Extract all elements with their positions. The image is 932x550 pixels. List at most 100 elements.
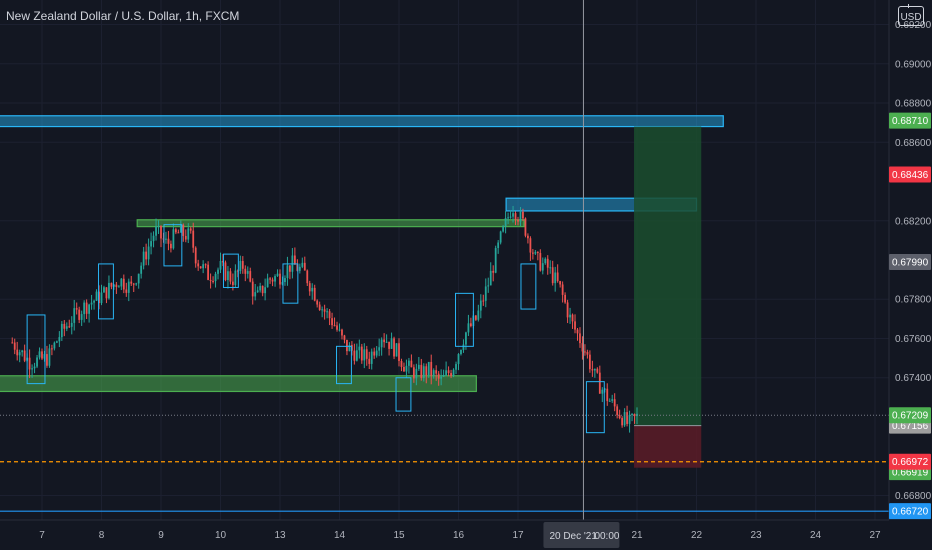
candle-body bbox=[105, 287, 108, 299]
candle-body bbox=[269, 278, 271, 280]
pattern-box[interactable] bbox=[222, 253, 239, 288]
candle-body bbox=[435, 370, 438, 374]
price-tick-label: 0.67800 bbox=[895, 295, 932, 306]
candle-body bbox=[591, 369, 594, 371]
candle-body bbox=[474, 315, 477, 320]
candle-body bbox=[36, 357, 38, 367]
last-price-badge bbox=[889, 407, 931, 424]
candle-body bbox=[522, 211, 524, 219]
candle-body bbox=[527, 235, 529, 239]
candle-body bbox=[70, 322, 73, 327]
candle-body bbox=[167, 238, 170, 244]
candle-body bbox=[554, 272, 557, 284]
candle-body bbox=[160, 225, 162, 239]
candle-body bbox=[398, 343, 400, 361]
pattern-box[interactable] bbox=[336, 345, 352, 385]
candle-body bbox=[504, 218, 507, 227]
price-tick-label: 0.68800 bbox=[895, 99, 932, 110]
candle-body bbox=[628, 414, 631, 424]
pattern-markers[interactable] bbox=[26, 224, 605, 434]
candle-body bbox=[564, 294, 567, 303]
time-axis[interactable]: 7 8 9 10 13 14 15 16 17 21 22 23 24 27 bbox=[39, 530, 881, 541]
candle-body bbox=[425, 366, 428, 376]
candle-body bbox=[234, 270, 237, 285]
candle-body bbox=[328, 311, 331, 319]
pattern-box[interactable] bbox=[455, 292, 474, 347]
pattern-box[interactable] bbox=[98, 263, 114, 320]
candle-body bbox=[264, 287, 267, 294]
position-tool[interactable] bbox=[634, 126, 702, 468]
candle-body bbox=[16, 349, 19, 356]
candle-body bbox=[254, 292, 257, 297]
candle-body bbox=[231, 281, 234, 285]
candle-body bbox=[212, 280, 214, 282]
candle-body bbox=[46, 354, 48, 366]
candle-body bbox=[58, 337, 61, 342]
time-tick-label: 10 bbox=[215, 530, 227, 541]
entry-badge-label: 0.67156 bbox=[892, 421, 929, 432]
resistance-badge bbox=[889, 166, 931, 183]
candle-body bbox=[174, 229, 177, 233]
candle-body bbox=[293, 255, 296, 265]
candle-body bbox=[177, 232, 180, 234]
time-tick-label: 16 bbox=[453, 530, 465, 541]
candle-body bbox=[569, 314, 571, 318]
candle-body bbox=[224, 262, 227, 281]
time-tick-label: 15 bbox=[393, 530, 405, 541]
candle-body bbox=[172, 229, 175, 249]
candle-body bbox=[403, 366, 405, 372]
pattern-box[interactable] bbox=[585, 381, 605, 434]
candle-body bbox=[202, 264, 205, 269]
candle-body bbox=[90, 302, 93, 305]
pattern-box[interactable] bbox=[26, 314, 46, 385]
currency-button[interactable]: USD bbox=[898, 6, 924, 26]
candle-body bbox=[460, 350, 462, 355]
candle-body bbox=[576, 329, 579, 334]
candle-body bbox=[355, 350, 358, 361]
candle-body bbox=[75, 308, 78, 310]
candle-body bbox=[365, 349, 368, 359]
pattern-box[interactable] bbox=[520, 263, 537, 310]
candle-body bbox=[73, 308, 76, 323]
candle-body bbox=[400, 360, 403, 367]
candle-body bbox=[241, 261, 244, 269]
candle-body bbox=[598, 372, 601, 394]
top-resistance-zone[interactable] bbox=[0, 115, 724, 128]
target-area[interactable] bbox=[634, 126, 702, 426]
pattern-box[interactable] bbox=[163, 224, 183, 267]
candle-body bbox=[343, 335, 346, 340]
candle-body bbox=[477, 310, 480, 320]
price-tick-label: 0.68600 bbox=[895, 138, 932, 149]
candle-body bbox=[574, 321, 576, 330]
candle-body bbox=[412, 367, 415, 379]
candle-body bbox=[440, 376, 443, 379]
candle-body bbox=[616, 406, 619, 416]
support-zone[interactable] bbox=[0, 375, 477, 393]
candle-body bbox=[383, 339, 386, 343]
pattern-box[interactable] bbox=[395, 377, 412, 412]
candle-body bbox=[346, 339, 348, 352]
candle-body bbox=[93, 300, 95, 303]
pattern-box[interactable] bbox=[282, 263, 299, 304]
candle-body bbox=[13, 342, 16, 350]
candle-body bbox=[117, 286, 120, 288]
resistance-badge-label: 0.68436 bbox=[892, 170, 929, 181]
candle-body bbox=[430, 361, 433, 376]
neckline-zone[interactable] bbox=[136, 219, 525, 228]
candle-body bbox=[31, 368, 33, 370]
candle-body bbox=[561, 284, 564, 295]
stop-area[interactable] bbox=[634, 425, 702, 468]
zones[interactable] bbox=[0, 115, 724, 393]
time-tick-label: 8 bbox=[99, 530, 105, 541]
candle-body bbox=[209, 279, 212, 281]
candle-body bbox=[467, 323, 470, 333]
candle-body bbox=[544, 258, 547, 264]
candle-body bbox=[571, 314, 574, 322]
candle-body bbox=[311, 287, 314, 292]
candle-body bbox=[551, 267, 554, 284]
candle-body bbox=[192, 230, 195, 248]
candle-body bbox=[38, 351, 41, 358]
candle-body bbox=[378, 347, 381, 351]
